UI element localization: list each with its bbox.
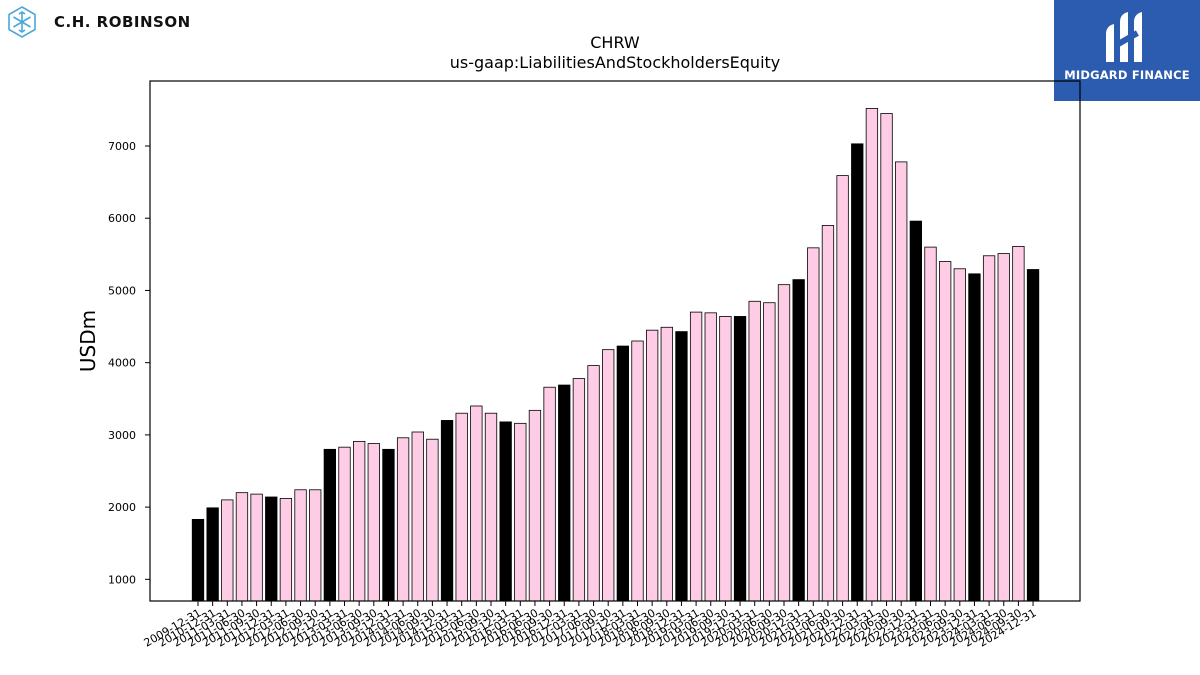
bar-2011-09-30 <box>250 493 263 602</box>
midgard-m-icon <box>1106 12 1142 62</box>
bar-2016-12-31 <box>558 384 571 602</box>
bar-2024-09-30 <box>1012 245 1025 602</box>
chart-title: CHRW <box>590 33 640 52</box>
company-logo <box>8 6 36 38</box>
bar-2016-06-30 <box>528 409 542 602</box>
bar-2012-06-30 <box>294 489 307 602</box>
hexagon-cube-icon <box>8 6 36 38</box>
brand-name: MIDGARD FINANCE <box>1064 68 1190 82</box>
bar-2018-09-30 <box>660 326 673 602</box>
bar-2020-12-31 <box>792 279 805 602</box>
bar-2017-09-30 <box>602 349 615 602</box>
bar-2017-06-30 <box>587 365 600 602</box>
bar-2015-06-30 <box>470 405 483 602</box>
brand-logo-box: MIDGARD FINANCE <box>1054 0 1200 101</box>
bar-2014-09-30 <box>426 438 439 602</box>
bar-2020-09-30 <box>777 284 791 602</box>
bar-2015-12-31 <box>499 421 512 602</box>
bar-2023-09-30 <box>953 268 966 602</box>
bars-group <box>191 108 1040 602</box>
bar-2013-09-30 <box>367 443 380 602</box>
bar-2024-06-30 <box>997 253 1010 602</box>
bar-2022-12-31 <box>909 220 922 602</box>
bar-2019-06-30 <box>704 312 717 602</box>
bar-2021-09-30 <box>836 175 849 602</box>
bar-2010-12-31 <box>206 507 219 602</box>
bar-2021-12-31 <box>851 143 864 602</box>
bar-2012-12-31 <box>323 448 337 602</box>
y-axis-ticks: 1000 2000 3000 4000 5000 6000 7000 <box>108 140 150 586</box>
bar-2017-12-31 <box>616 345 629 602</box>
bar-2016-09-30 <box>543 386 556 602</box>
bar-2023-12-31 <box>968 273 981 602</box>
bar-2014-03-31 <box>396 437 410 602</box>
bar-2024-03-31 <box>982 255 996 602</box>
y-tick-label: 2000 <box>108 501 136 514</box>
bar-2015-09-30 <box>484 412 498 602</box>
bar-2011-12-31 <box>265 496 278 602</box>
y-tick-label: 6000 <box>108 212 136 225</box>
bar-2020-06-30 <box>763 302 776 602</box>
bar-2023-06-30 <box>939 261 952 602</box>
bar-2011-03-31 <box>221 499 234 602</box>
bar-2015-03-31 <box>455 412 468 602</box>
bar-2022-09-30 <box>895 161 908 602</box>
x-axis-ticks: 2009-12-312010-12-312011-03-312011-06-30… <box>142 601 1039 650</box>
bar-2014-06-30 <box>411 431 424 602</box>
y-tick-label: 4000 <box>108 357 136 370</box>
chart-subtitle: us-gaap:LiabilitiesAndStockholdersEquity <box>450 53 781 72</box>
bar-2017-03-31 <box>572 378 586 602</box>
y-axis-label: USDm <box>76 310 100 372</box>
bar-2021-06-30 <box>821 225 835 602</box>
bar-2020-03-31 <box>748 300 761 602</box>
bar-2012-09-30 <box>309 489 322 602</box>
bar-2018-03-31 <box>631 340 644 602</box>
bar-2013-06-30 <box>352 440 366 602</box>
bar-2022-03-31 <box>865 108 879 602</box>
bar-2019-12-31 <box>733 316 747 602</box>
y-tick-label: 7000 <box>108 140 136 153</box>
bar-2023-03-31 <box>924 246 937 602</box>
bar-2016-03-31 <box>514 422 527 602</box>
bar-2009-12-31 <box>191 518 205 602</box>
y-tick-label: 5000 <box>108 284 136 297</box>
bar-2011-06-30 <box>235 492 249 602</box>
y-tick-label: 1000 <box>108 573 136 586</box>
bar-2019-09-30 <box>719 316 732 602</box>
bar-2024-12-31 <box>1026 269 1040 602</box>
y-tick-label: 3000 <box>108 429 136 442</box>
bar-2013-03-31 <box>338 446 351 602</box>
bar-2019-03-31 <box>689 311 703 602</box>
plot-frame <box>149 80 1081 602</box>
bar-2014-12-31 <box>440 420 454 602</box>
bar-2022-06-30 <box>880 113 893 602</box>
bar-2013-12-31 <box>382 448 395 602</box>
company-name: C.H. ROBINSON <box>54 13 191 31</box>
bar-2018-12-31 <box>675 331 688 602</box>
bar-2012-03-31 <box>279 498 293 602</box>
bar-2021-03-31 <box>807 247 820 602</box>
bar-2018-06-30 <box>646 329 659 602</box>
